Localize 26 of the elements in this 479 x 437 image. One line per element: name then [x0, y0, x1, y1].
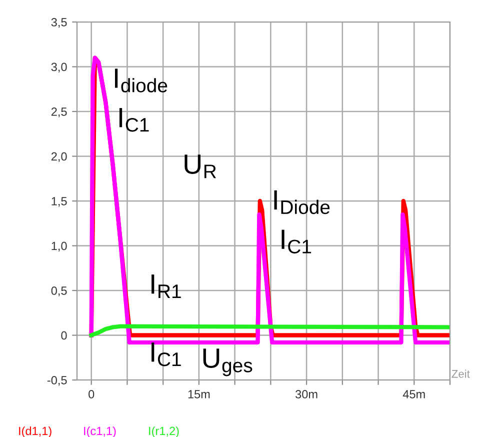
annotation: U$_{R}$: [184, 154, 216, 178]
text: I(r1,2): [149, 426, 179, 437]
y-tick-label: 2,5: [51, 108, 67, 118]
y-tick-label: 2,0: [51, 152, 67, 162]
y-tick-label: 1,5: [52, 197, 67, 207]
y-tick-label: 3,5: [51, 18, 67, 28]
x-tick-label: 15m: [188, 390, 210, 398]
y-tick-label: 0: [61, 331, 67, 340]
text: I(d1,1): [19, 426, 52, 437]
y-tick-label: 1,0: [52, 242, 67, 252]
y-tick-label: 0,5: [51, 286, 67, 296]
annotation: I$_{C1}$: [282, 230, 312, 254]
annotation: I$_{C1}$: [119, 108, 149, 132]
annotation: I$_{diode}$: [115, 68, 168, 92]
annotation: I$_{R1}$: [152, 274, 181, 298]
x-axis-title: Zeit: [452, 370, 470, 378]
line-series: [89, 324, 450, 338]
annotation: I$_{Diode}$: [274, 190, 330, 214]
text: I(c1,1): [84, 426, 116, 437]
y-tick-label: 3,0: [51, 62, 67, 73]
annotation: I$_{C1}$: [152, 342, 181, 366]
annotation: U$_{ges}$: [203, 348, 252, 376]
x-tick-label: 0: [88, 390, 94, 398]
x-tick-label: 30m: [296, 390, 318, 398]
y-tick-label: -0,5: [47, 376, 67, 386]
x-tick-label: 45m: [402, 390, 425, 398]
